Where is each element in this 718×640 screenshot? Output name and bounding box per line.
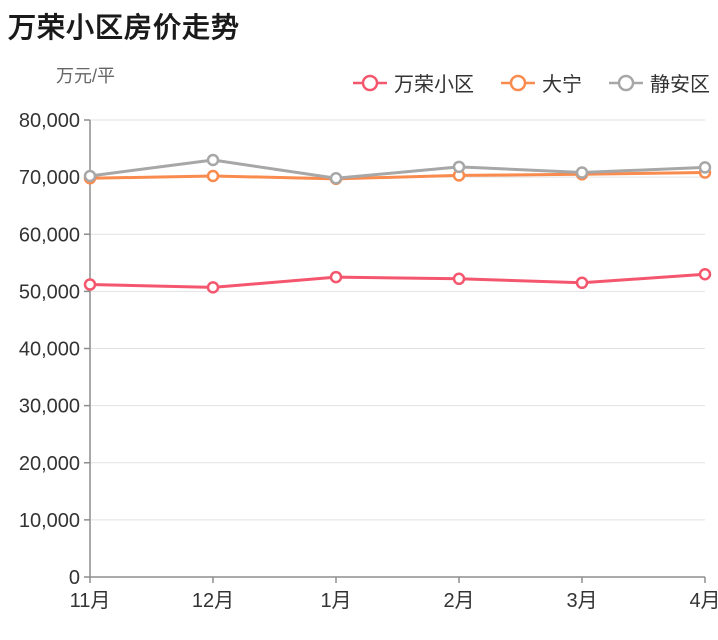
legend-label-daning: 大宁 — [542, 74, 582, 96]
svg-text:60,000: 60,000 — [19, 224, 80, 246]
svg-text:20,000: 20,000 — [19, 453, 80, 475]
legend-label-wanrong: 万荣小区 — [394, 74, 474, 96]
svg-text:4月: 4月 — [689, 590, 718, 612]
svg-text:40,000: 40,000 — [19, 339, 80, 361]
legend-item-jingan[interactable]: 静安区 — [608, 68, 710, 97]
legend-line-circle-icon — [352, 74, 388, 92]
legend-item-wanrong[interactable]: 万荣小区 — [352, 68, 474, 97]
legend-line-circle-icon — [500, 74, 536, 92]
legend-line-circle-icon — [608, 74, 644, 92]
svg-text:50,000: 50,000 — [19, 281, 80, 303]
chart-title: 万荣小区房价走势 — [8, 12, 241, 43]
chart-legend: 万荣小区 大宁 静安区 — [352, 68, 710, 97]
svg-text:12月: 12月 — [192, 590, 234, 612]
svg-text:10,000: 10,000 — [19, 510, 80, 532]
svg-text:2月: 2月 — [443, 590, 474, 612]
svg-text:70,000: 70,000 — [19, 167, 80, 189]
svg-text:3月: 3月 — [566, 590, 597, 612]
legend-item-daning[interactable]: 大宁 — [500, 68, 582, 97]
svg-text:80,000: 80,000 — [19, 110, 80, 132]
svg-text:1月: 1月 — [320, 590, 351, 612]
svg-text:0: 0 — [69, 567, 80, 589]
legend-label-jingan: 静安区 — [650, 74, 710, 96]
svg-text:11月: 11月 — [70, 590, 111, 612]
y-axis-unit-label: 万元/平 — [56, 66, 116, 86]
svg-text:30,000: 30,000 — [19, 396, 80, 418]
